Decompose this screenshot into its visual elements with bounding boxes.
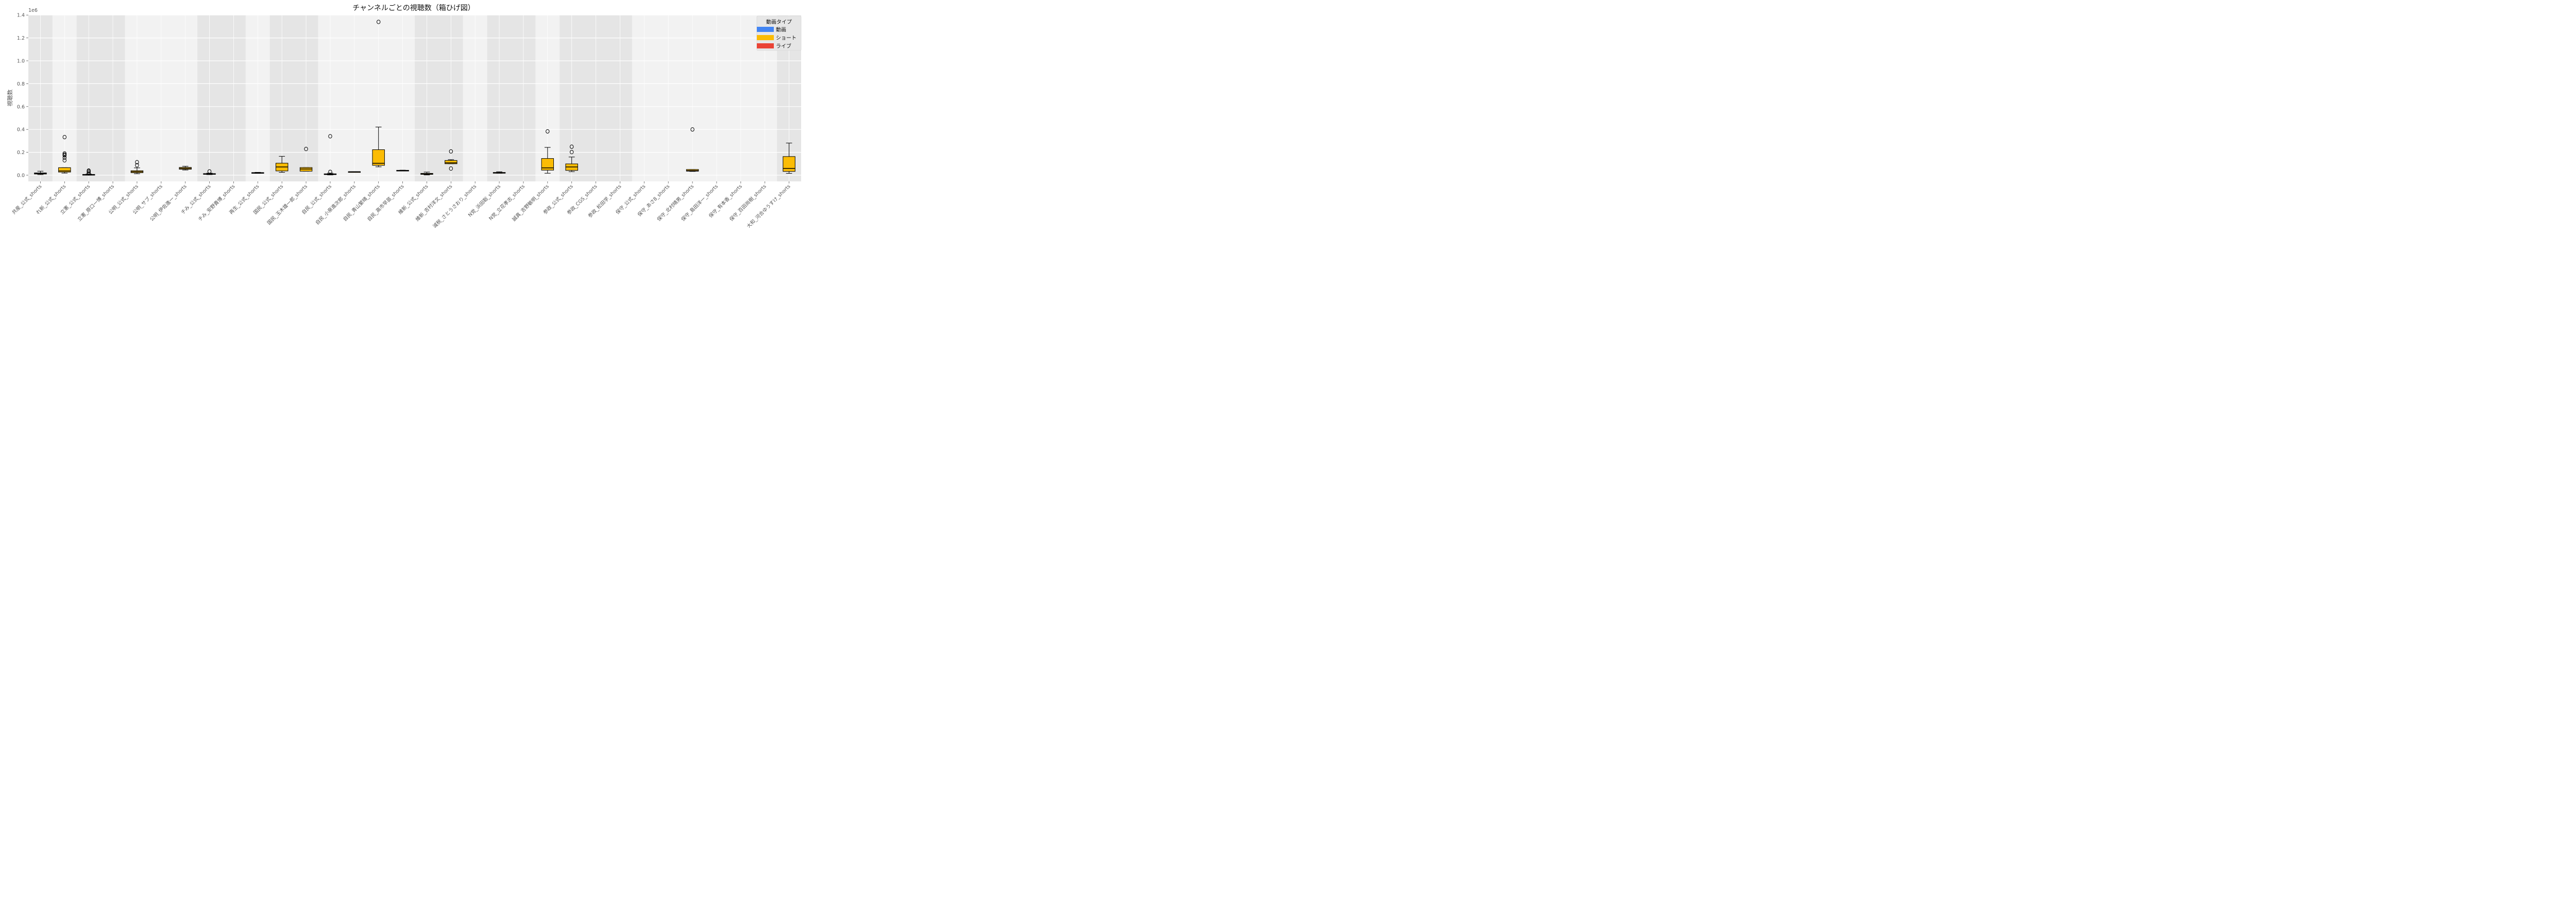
outlier-point: [304, 147, 308, 151]
chart-title: チャンネルごとの視聴数（箱ひげ図）: [352, 4, 474, 12]
outlier-point: [87, 168, 91, 173]
box-item: [203, 169, 216, 175]
box-item: [686, 127, 699, 172]
outlier-point: [449, 166, 453, 171]
box-item: [783, 143, 795, 174]
y-axis: 0.0 0.2 0.4 0.6 0.8 1.0 1.2 1.4: [17, 13, 28, 179]
box-item: [34, 171, 47, 175]
outlier-point: [207, 169, 212, 174]
outlier-point: [62, 158, 67, 163]
box-item: [445, 149, 457, 171]
legend-title: 動画タイプ: [766, 19, 792, 25]
y-axis-label: 視聴数: [6, 90, 13, 107]
box-item: [348, 171, 361, 173]
outlier-point: [546, 129, 550, 134]
x-tick-label: 国民_玉木雄一郎_shorts: [266, 183, 309, 226]
box-series: [34, 20, 795, 176]
y-tick-label: 1.0: [17, 59, 25, 64]
legend-item-video: 動画: [757, 26, 786, 33]
y-tick-label: 0.0: [17, 173, 25, 179]
x-axis: 共産_公式_shortsれ新_公式_shorts立憲_公式_shorts立憲_原…: [11, 181, 792, 229]
box-iqr: [445, 160, 457, 164]
legend: 動画タイプ 動画 ショート ライブ: [756, 15, 802, 51]
box-item: [372, 20, 385, 167]
legend-swatch-video-icon: [757, 27, 774, 32]
background-band: [632, 15, 777, 181]
background-band: [269, 15, 318, 181]
background-band: [76, 15, 125, 181]
background-band: [415, 15, 463, 181]
box-iqr: [783, 156, 795, 172]
box-item: [493, 171, 506, 174]
gridlines: [28, 14, 801, 181]
box-item: [299, 147, 313, 172]
legend-item-live: ライブ: [757, 43, 791, 49]
outlier-point: [135, 160, 139, 164]
box-item: [565, 144, 578, 172]
chart-canvas: 0.0 0.2 0.4 0.6 0.8 1.0 1.2 1.4 共産_公式_shortsれ新_…: [6, 4, 802, 229]
y-tick-label: 0.4: [17, 127, 25, 133]
y-tick-label: 0.2: [17, 150, 25, 156]
background-band: [197, 15, 246, 181]
background-band: [318, 15, 415, 181]
y-offset-label: 1e6: [28, 8, 38, 13]
box-iqr: [372, 149, 385, 166]
box-item: [179, 166, 192, 171]
box-item: [82, 168, 95, 176]
legend-item-short: ショート: [757, 35, 796, 41]
outlier-point: [328, 134, 332, 139]
y-tick-label: 1.4: [17, 13, 25, 19]
legend-label-live: ライブ: [776, 43, 791, 49]
box-item: [130, 160, 144, 174]
x-tick-label: 大和_河合ゆうすけ_shorts: [745, 183, 792, 228]
box-item: [275, 156, 289, 173]
outlier-point: [135, 163, 139, 167]
x-tick-label: 減税_さとうさおり_shorts: [432, 183, 478, 228]
box-item: [58, 134, 71, 174]
outlier-point: [376, 20, 381, 24]
outlier-point: [62, 155, 67, 160]
legend-swatch-live-icon: [757, 43, 774, 48]
background-band: [487, 15, 536, 181]
outlier-point: [62, 134, 67, 140]
x-tick-label: 自民_小泉進次郎_shorts: [314, 183, 357, 226]
y-tick-label: 0.6: [17, 104, 25, 110]
legend-swatch-short-icon: [757, 35, 774, 40]
legend-frame: [756, 15, 802, 51]
outlier-point: [569, 144, 574, 149]
box-item: [396, 170, 409, 172]
outlier-point: [690, 127, 694, 132]
legend-label-short: ショート: [776, 36, 796, 41]
y-tick-label: 0.8: [17, 81, 25, 87]
boxplot-chart: 0.0 0.2 0.4 0.6 0.8 1.0 1.2 1.4 共産_公式_shorts れ新_…: [0, 0, 808, 229]
box-item: [420, 172, 433, 176]
box-iqr: [541, 158, 554, 171]
legend-label-video: 動画: [776, 26, 786, 33]
box-iqr: [58, 167, 71, 173]
box-item: [251, 172, 264, 174]
box-item: [324, 134, 337, 176]
outlier-point: [62, 151, 67, 156]
background-bands: [28, 15, 801, 181]
outlier-point: [328, 170, 332, 174]
box-item: [541, 129, 554, 174]
outlier-point: [569, 150, 574, 155]
outlier-point: [449, 149, 453, 154]
y-tick-label: 1.2: [17, 36, 25, 41]
